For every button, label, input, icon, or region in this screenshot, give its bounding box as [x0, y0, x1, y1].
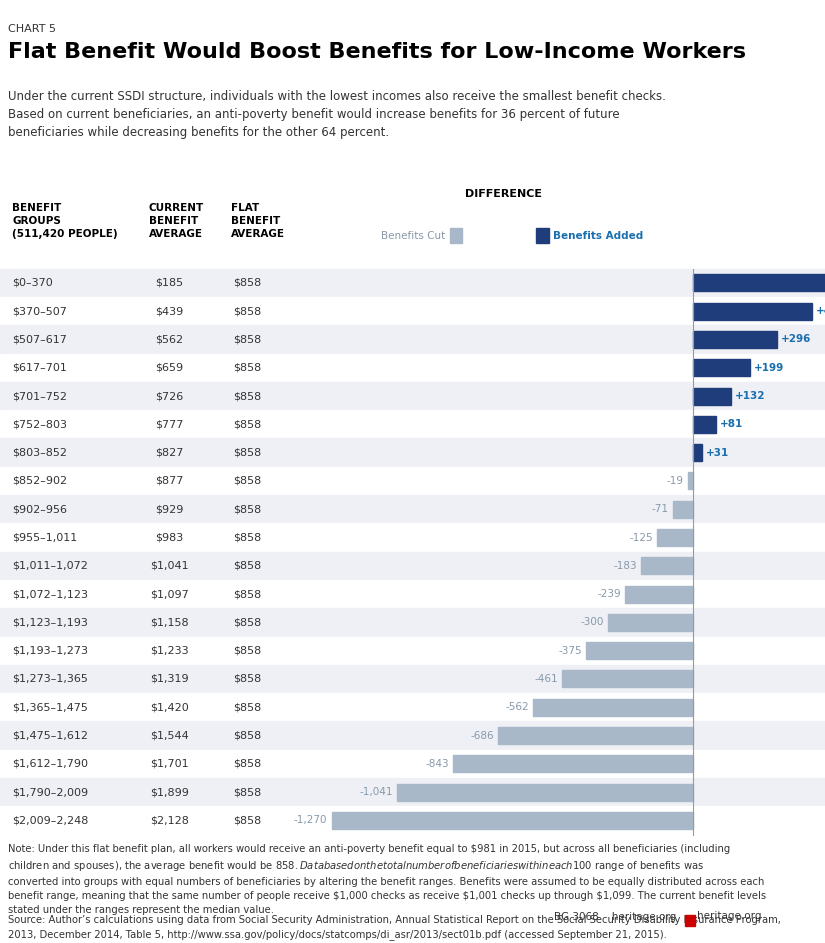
- Text: $1,158: $1,158: [150, 618, 188, 627]
- Text: $1,701: $1,701: [150, 759, 188, 769]
- Text: CHART 5: CHART 5: [8, 24, 56, 34]
- Text: -1,270: -1,270: [294, 816, 328, 825]
- Text: $1,365–1,475: $1,365–1,475: [12, 703, 88, 712]
- Text: $659: $659: [155, 363, 183, 372]
- Text: $858: $858: [233, 618, 262, 627]
- Text: $1,544: $1,544: [150, 731, 188, 740]
- Text: $2,128: $2,128: [149, 816, 189, 825]
- Text: $507–617: $507–617: [12, 335, 68, 344]
- Text: -562: -562: [505, 703, 529, 712]
- Text: $1,420: $1,420: [150, 703, 188, 712]
- Text: Under the current SSDI structure, individuals with the lowest incomes also recei: Under the current SSDI structure, indivi…: [8, 90, 666, 139]
- Text: $858: $858: [233, 816, 262, 825]
- Text: -1,041: -1,041: [359, 787, 393, 797]
- Text: -125: -125: [629, 533, 653, 542]
- Text: $858: $858: [233, 589, 262, 599]
- Text: $562: $562: [155, 335, 183, 344]
- Text: $858: $858: [233, 731, 262, 740]
- Text: $777: $777: [155, 420, 183, 429]
- Text: CURRENT
BENEFIT
AVERAGE: CURRENT BENEFIT AVERAGE: [148, 203, 204, 240]
- Text: $902–956: $902–956: [12, 505, 68, 514]
- Text: Benefits Cut: Benefits Cut: [381, 231, 446, 240]
- Text: $858: $858: [233, 787, 262, 797]
- Text: -183: -183: [613, 561, 637, 571]
- Text: Benefits Added: Benefits Added: [553, 231, 643, 240]
- Text: $803–852: $803–852: [12, 448, 68, 457]
- Text: +132: +132: [735, 391, 766, 401]
- Text: $1,790–2,009: $1,790–2,009: [12, 787, 88, 797]
- Text: Note: Under this flat benefit plan, all workers would receive an anti-poverty be: Note: Under this flat benefit plan, all …: [8, 844, 766, 915]
- Text: BG 3068    heritage.org: BG 3068 heritage.org: [554, 912, 676, 922]
- Text: $858: $858: [233, 533, 262, 542]
- Text: FLAT
BENEFIT
AVERAGE: FLAT BENEFIT AVERAGE: [231, 203, 285, 240]
- Text: -71: -71: [652, 505, 669, 514]
- Text: $1,123–1,193: $1,123–1,193: [12, 618, 88, 627]
- Text: -239: -239: [597, 589, 621, 599]
- Text: heritage.org: heritage.org: [697, 911, 761, 921]
- Text: $929: $929: [155, 505, 183, 514]
- Text: $858: $858: [233, 759, 262, 769]
- Text: $858: $858: [233, 703, 262, 712]
- Text: $1,072–1,123: $1,072–1,123: [12, 589, 88, 599]
- Text: $1,233: $1,233: [150, 646, 188, 655]
- Text: $439: $439: [155, 306, 183, 316]
- Text: $726: $726: [155, 391, 183, 401]
- Text: $983: $983: [155, 533, 183, 542]
- Text: Source: Author’s calculations using data from Social Security Administration, An: Source: Author’s calculations using data…: [8, 915, 781, 939]
- Text: +81: +81: [720, 420, 743, 429]
- Text: $185: $185: [155, 278, 183, 288]
- Text: $858: $858: [233, 448, 262, 457]
- Text: $858: $858: [233, 476, 262, 486]
- Text: Flat Benefit Would Boost Benefits for Low-Income Workers: Flat Benefit Would Boost Benefits for Lo…: [8, 42, 747, 62]
- Text: $955–1,011: $955–1,011: [12, 533, 78, 542]
- Text: $1,475–1,612: $1,475–1,612: [12, 731, 88, 740]
- Text: $858: $858: [233, 561, 262, 571]
- Text: $858: $858: [233, 646, 262, 655]
- Text: $858: $858: [233, 363, 262, 372]
- Text: +296: +296: [781, 335, 812, 344]
- Text: $0–370: $0–370: [12, 278, 53, 288]
- Text: $858: $858: [233, 335, 262, 344]
- Text: $701–752: $701–752: [12, 391, 68, 401]
- Text: $1,899: $1,899: [149, 787, 189, 797]
- Text: -375: -375: [559, 646, 582, 655]
- Text: $370–507: $370–507: [12, 306, 68, 316]
- Text: -686: -686: [470, 731, 493, 740]
- Text: $1,273–1,365: $1,273–1,365: [12, 674, 88, 684]
- Text: $1,011–1,072: $1,011–1,072: [12, 561, 88, 571]
- Text: $617–701: $617–701: [12, 363, 68, 372]
- Text: $1,041: $1,041: [150, 561, 188, 571]
- Text: $858: $858: [233, 674, 262, 684]
- Text: +419: +419: [817, 306, 825, 316]
- Text: DIFFERENCE: DIFFERENCE: [464, 189, 542, 199]
- Text: -300: -300: [580, 618, 604, 627]
- Text: $858: $858: [233, 391, 262, 401]
- Text: $1,319: $1,319: [150, 674, 188, 684]
- Text: $1,097: $1,097: [150, 589, 188, 599]
- Text: $1,612–1,790: $1,612–1,790: [12, 759, 88, 769]
- Text: $2,009–2,248: $2,009–2,248: [12, 816, 89, 825]
- Text: $1,193–1,273: $1,193–1,273: [12, 646, 88, 655]
- Text: $877: $877: [155, 476, 183, 486]
- Text: $827: $827: [155, 448, 183, 457]
- Text: -843: -843: [426, 759, 449, 769]
- Text: +31: +31: [706, 448, 729, 457]
- Text: $858: $858: [233, 505, 262, 514]
- Text: $858: $858: [233, 278, 262, 288]
- Text: $752–803: $752–803: [12, 420, 68, 429]
- Text: +199: +199: [754, 363, 784, 372]
- Text: -19: -19: [667, 476, 683, 486]
- Text: $858: $858: [233, 420, 262, 429]
- Text: $858: $858: [233, 306, 262, 316]
- Text: $852–902: $852–902: [12, 476, 68, 486]
- Text: -461: -461: [534, 674, 558, 684]
- Text: BENEFIT
GROUPS
(511,420 PEOPLE): BENEFIT GROUPS (511,420 PEOPLE): [12, 203, 118, 240]
